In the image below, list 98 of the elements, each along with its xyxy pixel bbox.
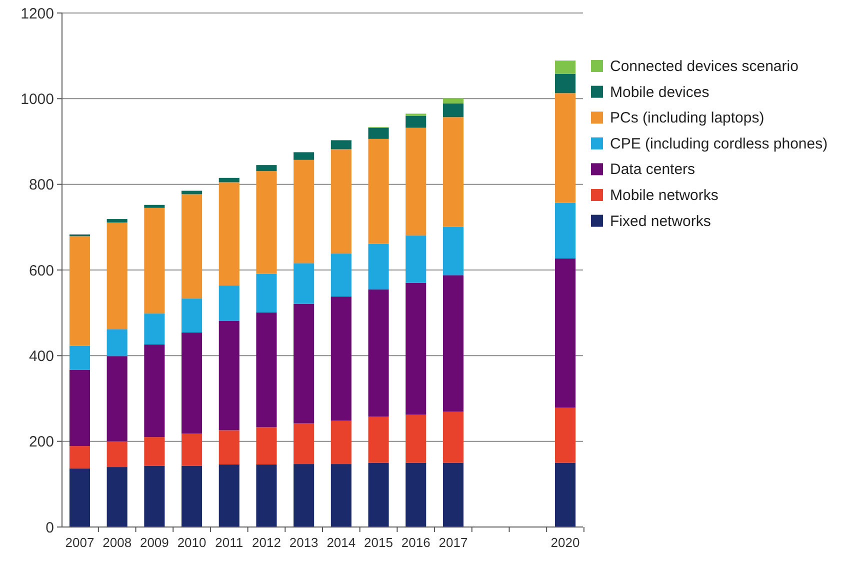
bar: [256, 312, 277, 428]
bar: [442, 226, 464, 276]
bar: [406, 282, 426, 415]
bar: [406, 116, 426, 128]
x-tick-label: 2012: [252, 535, 281, 550]
bar: [368, 128, 389, 139]
bar: [69, 446, 90, 468]
bar: [442, 103, 464, 118]
legend-label: CPE (including cordless phones): [610, 135, 828, 152]
bar: [144, 437, 165, 466]
bar: [144, 344, 165, 438]
bar: [69, 346, 90, 370]
bar: [330, 420, 352, 464]
x-tick-label: 2013: [289, 535, 318, 550]
bar: [406, 414, 426, 463]
bar: [69, 236, 90, 346]
bar: [330, 464, 352, 527]
bar: [218, 430, 240, 464]
legend-label: Mobile devices: [610, 84, 710, 101]
bar: [256, 464, 277, 527]
bar: [218, 182, 240, 286]
x-tick-label: 2015: [364, 535, 393, 550]
bar: [554, 74, 576, 94]
bar: [442, 117, 464, 227]
bar: [368, 289, 389, 416]
bar: [256, 274, 277, 312]
x-tick-label: 2016: [401, 535, 430, 550]
bar: [182, 298, 202, 333]
y-tick-label: 1000: [20, 90, 54, 108]
bar: [106, 441, 128, 468]
bar: [406, 462, 426, 527]
x-tick-label: 2009: [140, 535, 169, 550]
bar: [144, 204, 165, 208]
x-tick-label: 2007: [65, 535, 94, 550]
x-tick-label: 2017: [438, 535, 468, 550]
bar: [442, 275, 464, 412]
bar: [144, 313, 165, 345]
bar: [294, 263, 314, 304]
bar: [554, 60, 576, 74]
legend-label: PCs (including laptops): [610, 110, 764, 127]
bar: [106, 329, 128, 356]
legend-label: Fixed networks: [610, 212, 711, 230]
bar: [368, 244, 389, 290]
bar: [294, 160, 314, 264]
bar: [442, 98, 464, 104]
bar: [554, 407, 576, 463]
y-tick-label: 800: [28, 176, 54, 194]
bar: [554, 202, 576, 258]
bar: [218, 320, 240, 430]
bar: [182, 466, 202, 527]
bar: [182, 434, 202, 466]
bar: [144, 208, 165, 314]
bar: [368, 416, 389, 463]
bar: [218, 464, 240, 527]
bar: [106, 222, 128, 330]
bar: [330, 296, 352, 421]
bar: [330, 253, 352, 297]
y-tick-label: 400: [28, 348, 54, 365]
bar: [442, 462, 464, 527]
bar: [294, 464, 314, 527]
bar: [182, 194, 202, 298]
bar: [554, 258, 576, 408]
bar: [294, 304, 314, 424]
bar: [69, 370, 90, 446]
bar: [368, 462, 389, 527]
bar: [256, 165, 277, 172]
bar: [69, 468, 90, 527]
bar: [106, 467, 128, 527]
bar: [294, 423, 314, 464]
bar: [406, 235, 426, 283]
bar: [106, 219, 128, 222]
bar: [294, 152, 314, 160]
x-tick-label: 2010: [177, 535, 206, 550]
y-tick-label: 600: [28, 262, 54, 280]
y-tick-label: 200: [28, 434, 54, 451]
x-tick-label: 2014: [326, 535, 356, 550]
bar: [106, 356, 128, 442]
legend-label: Data centers: [610, 161, 696, 178]
bar: [218, 285, 240, 321]
bar: [218, 178, 240, 182]
bar: [442, 412, 464, 463]
bar: [330, 149, 352, 254]
bar: [256, 427, 277, 464]
x-tick-label: 2020: [550, 535, 580, 550]
legend-label: Mobile networks: [610, 187, 718, 204]
bar: [330, 140, 352, 150]
bar: [256, 171, 277, 274]
bar: [554, 93, 576, 203]
x-tick-label: 2011: [215, 535, 244, 550]
legend-label: Connected devices scenario: [610, 58, 798, 75]
bar: [368, 138, 389, 244]
bar: [554, 462, 576, 527]
bar: [182, 332, 202, 434]
y-tick-label: 0: [46, 519, 54, 536]
bar: [144, 466, 165, 527]
y-tick-label: 1200: [20, 5, 54, 22]
x-tick-label: 2008: [102, 535, 132, 550]
bar: [406, 128, 426, 236]
